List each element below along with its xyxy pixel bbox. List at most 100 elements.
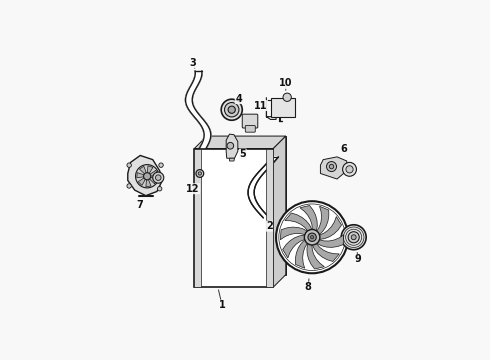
Polygon shape bbox=[280, 227, 307, 240]
Polygon shape bbox=[188, 90, 196, 91]
Polygon shape bbox=[199, 123, 207, 124]
Polygon shape bbox=[203, 129, 210, 130]
Polygon shape bbox=[307, 244, 324, 269]
Polygon shape bbox=[267, 163, 273, 164]
Polygon shape bbox=[186, 104, 193, 105]
Polygon shape bbox=[187, 91, 195, 93]
Polygon shape bbox=[249, 185, 256, 186]
Circle shape bbox=[351, 235, 356, 240]
Polygon shape bbox=[197, 120, 204, 121]
Circle shape bbox=[153, 172, 164, 183]
Circle shape bbox=[308, 233, 316, 242]
Polygon shape bbox=[195, 149, 201, 287]
Polygon shape bbox=[140, 166, 147, 174]
Polygon shape bbox=[226, 134, 238, 158]
Polygon shape bbox=[186, 103, 193, 104]
Polygon shape bbox=[188, 108, 195, 109]
Circle shape bbox=[127, 163, 131, 167]
Polygon shape bbox=[203, 130, 210, 131]
Polygon shape bbox=[201, 144, 209, 145]
Polygon shape bbox=[186, 94, 193, 95]
Text: 3: 3 bbox=[190, 58, 196, 68]
Text: 12: 12 bbox=[186, 184, 199, 194]
Polygon shape bbox=[248, 191, 254, 192]
Polygon shape bbox=[261, 168, 268, 169]
Polygon shape bbox=[190, 111, 197, 112]
Polygon shape bbox=[251, 203, 258, 204]
Polygon shape bbox=[248, 188, 255, 189]
Polygon shape bbox=[192, 114, 199, 115]
Polygon shape bbox=[256, 210, 263, 211]
Polygon shape bbox=[203, 140, 210, 141]
Circle shape bbox=[127, 184, 131, 188]
Polygon shape bbox=[250, 182, 257, 183]
Circle shape bbox=[136, 165, 159, 188]
Polygon shape bbox=[312, 244, 339, 261]
Polygon shape bbox=[248, 195, 255, 196]
Polygon shape bbox=[195, 149, 273, 287]
Polygon shape bbox=[248, 190, 254, 191]
Polygon shape bbox=[186, 100, 192, 102]
Polygon shape bbox=[198, 122, 206, 123]
FancyBboxPatch shape bbox=[242, 114, 258, 128]
Polygon shape bbox=[207, 136, 286, 275]
Text: 1: 1 bbox=[219, 300, 225, 310]
Circle shape bbox=[326, 162, 337, 172]
Polygon shape bbox=[199, 148, 206, 149]
Polygon shape bbox=[258, 212, 265, 213]
Polygon shape bbox=[186, 102, 193, 103]
Polygon shape bbox=[263, 167, 270, 168]
Polygon shape bbox=[250, 200, 256, 201]
Polygon shape bbox=[249, 199, 256, 200]
Polygon shape bbox=[257, 211, 264, 212]
Polygon shape bbox=[189, 109, 196, 110]
Polygon shape bbox=[253, 178, 260, 179]
Polygon shape bbox=[196, 118, 203, 119]
Polygon shape bbox=[295, 240, 307, 268]
Polygon shape bbox=[317, 235, 344, 247]
Polygon shape bbox=[193, 82, 199, 83]
Polygon shape bbox=[255, 175, 262, 176]
Circle shape bbox=[196, 170, 204, 177]
Circle shape bbox=[198, 172, 201, 175]
Polygon shape bbox=[194, 80, 200, 81]
Circle shape bbox=[343, 162, 356, 176]
Text: 11: 11 bbox=[254, 100, 268, 111]
Polygon shape bbox=[204, 132, 211, 133]
Polygon shape bbox=[192, 84, 198, 85]
Polygon shape bbox=[255, 176, 261, 177]
Polygon shape bbox=[254, 177, 261, 178]
Polygon shape bbox=[194, 79, 201, 80]
Polygon shape bbox=[249, 186, 255, 187]
Polygon shape bbox=[204, 133, 211, 134]
Polygon shape bbox=[260, 214, 267, 215]
Circle shape bbox=[144, 173, 151, 180]
Polygon shape bbox=[149, 177, 157, 184]
Circle shape bbox=[227, 143, 234, 149]
Circle shape bbox=[311, 235, 314, 239]
Circle shape bbox=[224, 103, 239, 117]
Text: 4: 4 bbox=[235, 94, 242, 104]
Polygon shape bbox=[200, 145, 208, 147]
Polygon shape bbox=[271, 157, 278, 158]
Text: 6: 6 bbox=[341, 144, 347, 153]
Polygon shape bbox=[251, 202, 257, 203]
Polygon shape bbox=[317, 206, 329, 235]
Polygon shape bbox=[256, 174, 263, 175]
Polygon shape bbox=[186, 98, 192, 99]
Polygon shape bbox=[252, 204, 258, 205]
Polygon shape bbox=[270, 158, 277, 159]
Polygon shape bbox=[195, 71, 202, 72]
Text: 9: 9 bbox=[354, 255, 361, 264]
Polygon shape bbox=[195, 73, 202, 74]
Polygon shape bbox=[264, 165, 271, 166]
Polygon shape bbox=[273, 136, 286, 287]
Polygon shape bbox=[128, 156, 162, 195]
Text: 2: 2 bbox=[266, 221, 272, 231]
Polygon shape bbox=[204, 137, 211, 138]
Polygon shape bbox=[195, 72, 202, 73]
Polygon shape bbox=[252, 179, 259, 180]
Polygon shape bbox=[187, 106, 194, 107]
Polygon shape bbox=[195, 136, 286, 149]
Polygon shape bbox=[203, 131, 210, 132]
